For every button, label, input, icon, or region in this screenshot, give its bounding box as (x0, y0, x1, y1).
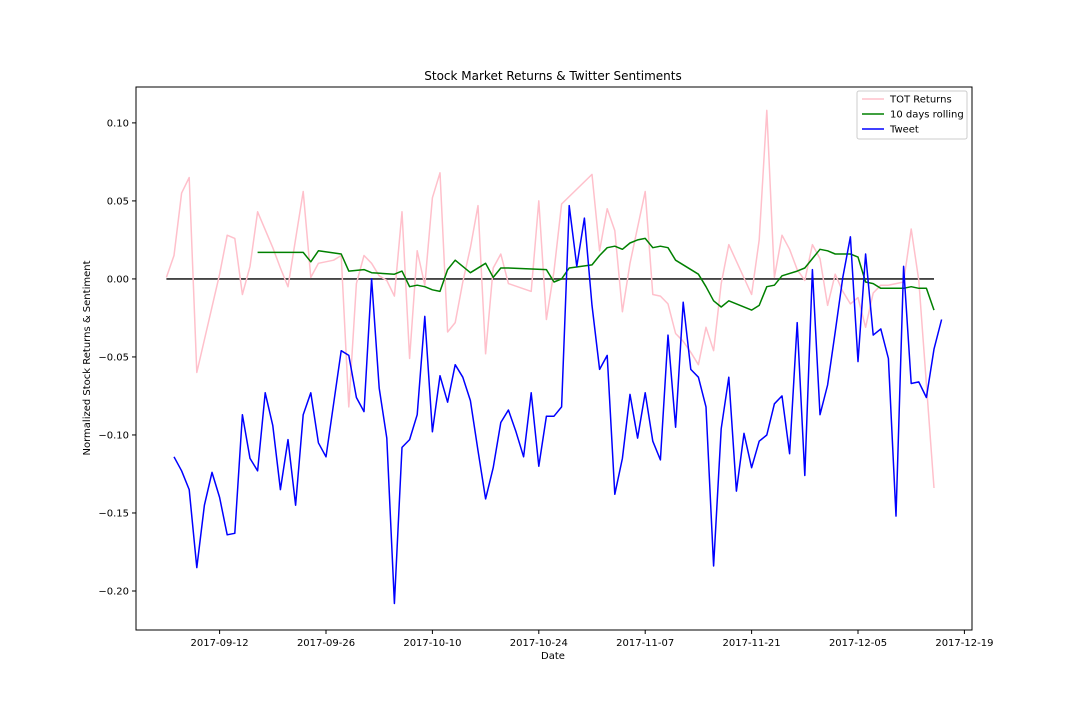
legend-box (856, 90, 968, 140)
x-tick-label: 2017-10-10 (403, 638, 461, 649)
plot-frame (135, 86, 973, 631)
x-tick-label: 2017-09-12 (191, 638, 249, 649)
legend-entry-label: Tweet (889, 125, 919, 136)
series-line-tot-returns (165, 109, 935, 489)
y-axis: 0.10 0.05 0.00 −0.05 −0.10 −0.15 −0.20 (98, 118, 136, 597)
y-tick-label: −0.05 (98, 352, 129, 363)
series-line-tweet (173, 204, 943, 605)
y-tick-label: 0.05 (107, 196, 129, 207)
plot-area (165, 109, 943, 605)
series-line-10-days-rolling (257, 237, 935, 311)
y-tick-label: −0.20 (98, 586, 129, 597)
x-axis: 2017-09-12 2017-09-26 2017-10-10 2017-10-24… (191, 630, 993, 649)
y-tick-label: −0.15 (98, 508, 129, 519)
legend-entry-label: 10 days rolling (890, 110, 964, 121)
legend-entry-label: TOT Returns (889, 95, 952, 106)
y-tick-label: 0.10 (107, 118, 129, 129)
chart-title: Stock Market Returns & Twitter Sentiment… (424, 69, 681, 83)
x-axis-label: Date (541, 651, 565, 662)
x-tick-label: 2017-11-21 (723, 638, 781, 649)
legend: TOT Returns 10 days rolling Tweet (856, 90, 968, 140)
y-tick-label: 0.00 (107, 274, 129, 285)
x-tick-label: 2017-10-24 (510, 638, 568, 649)
y-tick-label: −0.10 (98, 430, 129, 441)
x-tick-label: 2017-12-05 (829, 638, 887, 649)
x-tick-label: 2017-11-07 (616, 638, 674, 649)
x-tick-label: 2017-09-26 (297, 638, 355, 649)
y-axis-label: Normalized Stock Returns & Sentiment (82, 260, 93, 455)
x-tick-label: 2017-12-19 (935, 638, 993, 649)
